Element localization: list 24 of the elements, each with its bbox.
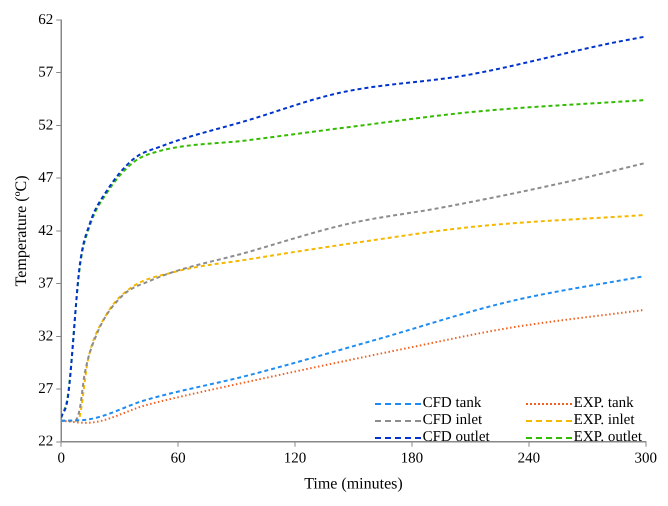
y-tick-label: 62 <box>38 12 54 28</box>
y-tick-label: 37 <box>38 276 54 292</box>
legend-label: CFD tank <box>422 395 482 412</box>
y-tick-label: 52 <box>38 117 54 134</box>
x-tick-label: 300 <box>634 450 657 467</box>
legend-label: EXP. outlet <box>574 429 642 446</box>
legend-label: EXP. inlet <box>574 412 634 429</box>
legend-label: CFD outlet <box>422 429 490 446</box>
y-tick-label: 32 <box>38 328 54 344</box>
line-series <box>61 308 645 424</box>
legend-label: EXP. tank <box>574 395 634 412</box>
y-tick-label: 42 <box>38 222 54 239</box>
y-tick-label: 27 <box>38 381 54 398</box>
x-tick-label: 120 <box>284 450 306 467</box>
x-tick-label: 60 <box>170 450 186 467</box>
y-tick-label: 22 <box>38 434 54 450</box>
x-tick-label: 0 <box>57 450 65 467</box>
x-tick-label: 180 <box>400 450 424 467</box>
x-axis-title: Time (minutes) <box>304 476 403 493</box>
legend-label: CFD inlet <box>422 412 482 429</box>
y-tick-label: 57 <box>38 64 54 81</box>
y-tick-label: 47 <box>38 170 54 186</box>
y-axis-title: Temperature (ºC) <box>12 175 30 286</box>
x-tick-label: 240 <box>518 450 540 467</box>
